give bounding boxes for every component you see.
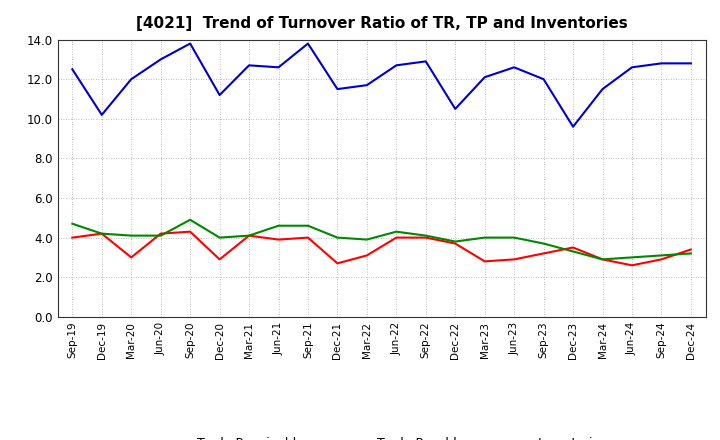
Trade Receivables [333,260,342,266]
Trade Payables [156,57,165,62]
Trade Payables [333,86,342,92]
Trade Payables [274,65,283,70]
Inventories [480,235,489,240]
Inventories [539,241,548,246]
Inventories [333,235,342,240]
Inventories [304,223,312,228]
Trade Receivables [628,263,636,268]
Inventories [127,233,135,238]
Trade Payables [510,65,518,70]
Trade Receivables [68,235,76,240]
Trade Receivables [657,257,666,262]
Trade Receivables [687,247,696,252]
Inventories [156,233,165,238]
Inventories [68,221,76,226]
Inventories [215,235,224,240]
Trade Receivables [598,257,607,262]
Inventories [657,253,666,258]
Trade Receivables [451,241,459,246]
Inventories [569,249,577,254]
Trade Payables [451,106,459,111]
Trade Payables [245,62,253,68]
Trade Receivables [363,253,372,258]
Trade Payables [687,61,696,66]
Inventories [421,233,430,238]
Trade Payables [480,74,489,80]
Trade Payables [363,83,372,88]
Inventories [97,231,106,236]
Inventories [245,233,253,238]
Inventories [598,257,607,262]
Trade Payables [569,124,577,129]
Line: Trade Payables: Trade Payables [72,44,691,127]
Trade Receivables [186,229,194,234]
Trade Receivables [245,233,253,238]
Inventories [628,255,636,260]
Trade Payables [392,62,400,68]
Inventories [510,235,518,240]
Trade Payables [215,92,224,98]
Legend: Trade Receivables, Trade Payables, Inventories: Trade Receivables, Trade Payables, Inven… [151,432,612,440]
Trade Payables [186,41,194,46]
Trade Payables [539,77,548,82]
Trade Receivables [510,257,518,262]
Trade Payables [657,61,666,66]
Trade Payables [598,86,607,92]
Trade Receivables [156,231,165,236]
Inventories [274,223,283,228]
Line: Inventories: Inventories [72,220,691,259]
Line: Trade Receivables: Trade Receivables [72,231,691,265]
Trade Receivables [304,235,312,240]
Trade Payables [127,77,135,82]
Trade Receivables [480,259,489,264]
Trade Payables [304,41,312,46]
Trade Receivables [215,257,224,262]
Trade Payables [628,65,636,70]
Trade Payables [68,66,76,72]
Trade Receivables [274,237,283,242]
Inventories [451,239,459,244]
Title: [4021]  Trend of Turnover Ratio of TR, TP and Inventories: [4021] Trend of Turnover Ratio of TR, TP… [136,16,627,32]
Inventories [392,229,400,234]
Trade Payables [97,112,106,117]
Trade Receivables [127,255,135,260]
Trade Receivables [569,245,577,250]
Inventories [363,237,372,242]
Inventories [687,251,696,256]
Trade Receivables [392,235,400,240]
Inventories [186,217,194,222]
Trade Payables [421,59,430,64]
Trade Receivables [539,251,548,256]
Trade Receivables [421,235,430,240]
Trade Receivables [97,231,106,236]
